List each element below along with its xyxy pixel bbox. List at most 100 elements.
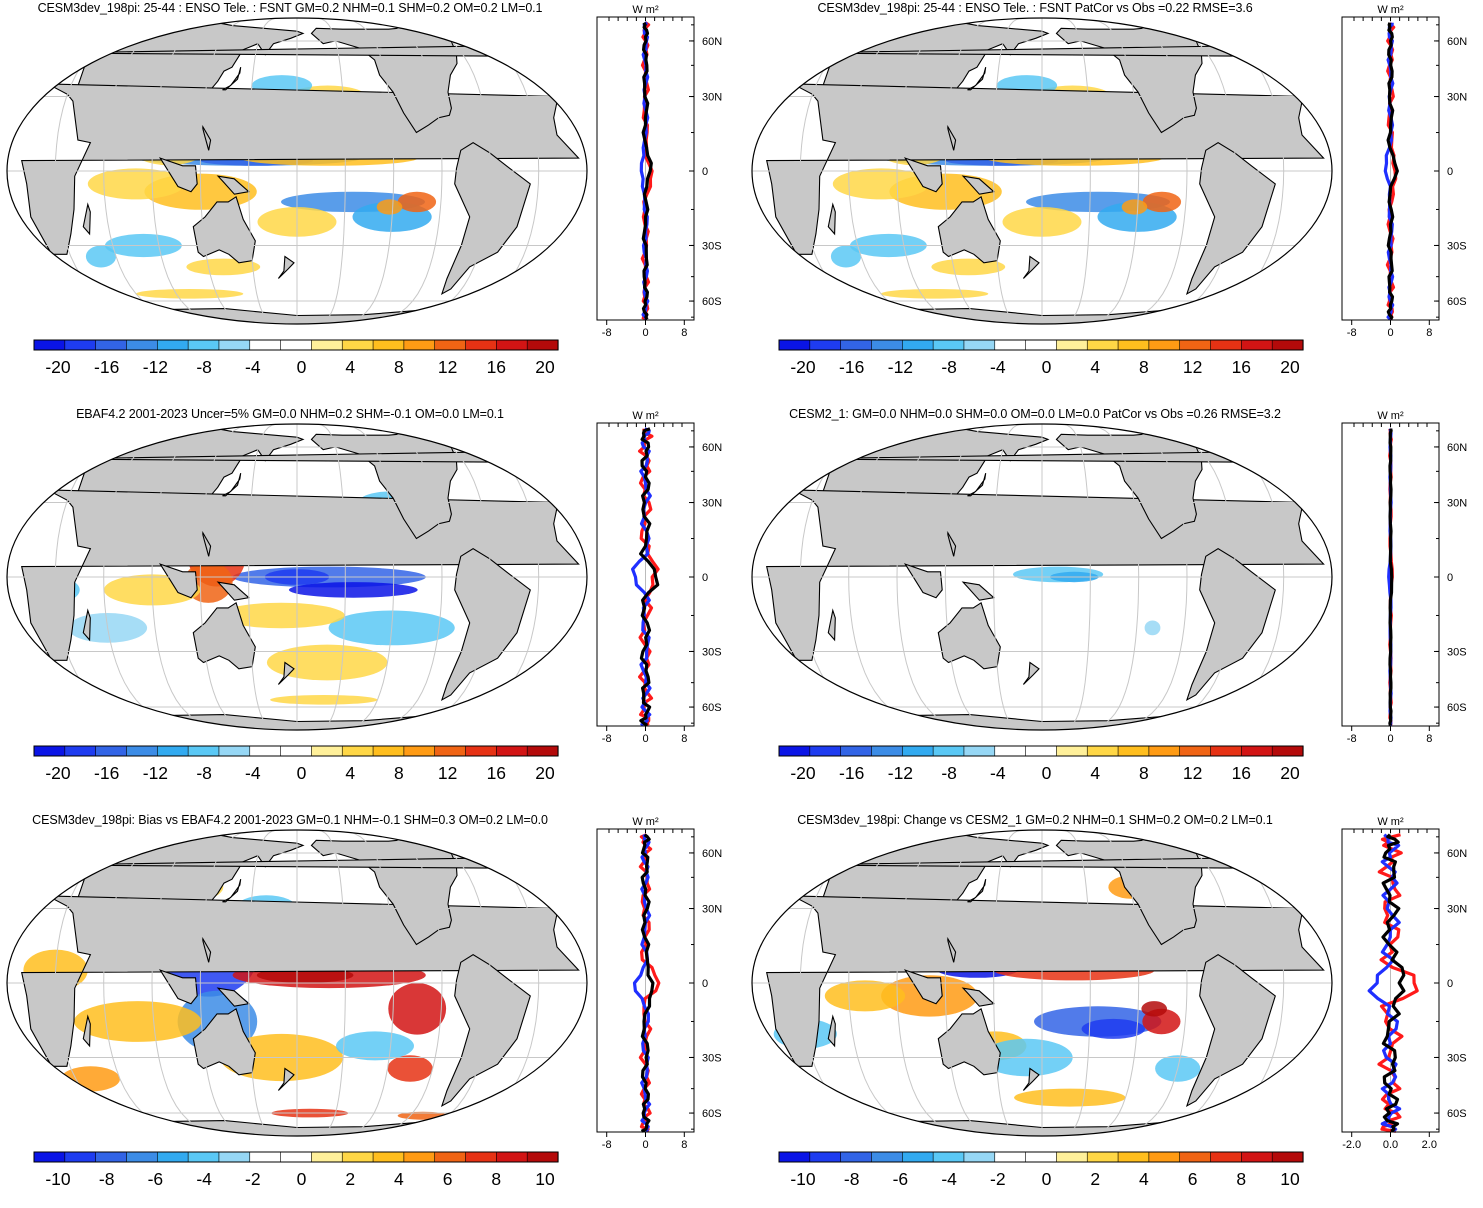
colorbar-label: -8 [99, 1169, 115, 1189]
land-new-zealand [1022, 255, 1040, 279]
colorbar-label: 0 [1042, 763, 1052, 783]
colorbar-swatch [311, 339, 343, 351]
colorbar-swatch [932, 745, 965, 757]
colorbar-label: 4 [1090, 357, 1100, 377]
anomaly-region [397, 191, 437, 213]
profile-black-line [641, 21, 653, 321]
lat-tick-label: 30S [702, 240, 722, 252]
units-label: W m² [632, 410, 659, 422]
colorbar-swatch [840, 745, 873, 757]
land-new-guinea [216, 581, 251, 601]
colorbar-swatch [126, 1151, 158, 1163]
colorbar-swatch [932, 1151, 965, 1163]
lat-tick-label: 0 [1447, 572, 1453, 584]
x-tick-label: 2.0 [1422, 1139, 1437, 1151]
colorbar-label: -4 [245, 763, 261, 783]
colorbar-swatch [156, 1151, 189, 1163]
colorbar-label: -4 [990, 763, 1006, 783]
land-philippines [946, 530, 957, 557]
colorbar: -10 -8 -6 -4 -2 0 2 4 6 8 10 [778, 1151, 1304, 1189]
map-outline [6, 17, 588, 325]
anomaly-region [832, 168, 930, 200]
lat-tick-label: 60S [702, 296, 722, 308]
colorbar-label: -4 [990, 357, 1006, 377]
lat-tick-label: 0 [702, 572, 708, 584]
colorbar-label: -16 [94, 763, 119, 783]
land-new-zealand [277, 661, 295, 685]
lat-tick-label: 60S [702, 1108, 722, 1120]
lat-tick-label: 30N [702, 92, 722, 104]
colorbar-label: 20 [535, 763, 555, 783]
colorbar-label: 20 [1280, 763, 1300, 783]
panel-title: CESM3dev_198pi: Bias vs EBAF4.2 2001-202… [32, 813, 548, 827]
lat-tick-label: 0 [702, 166, 708, 178]
colorbar-label: 4 [1139, 1169, 1149, 1189]
colorbar-swatch [1271, 745, 1304, 757]
colorbar-swatch [1210, 339, 1242, 351]
colorbar-label: 4 [394, 1169, 404, 1189]
colorbar-label: 20 [535, 357, 555, 377]
colorbar-frame [778, 1151, 1304, 1163]
colorbar-swatch [1210, 1151, 1242, 1163]
land-japan [967, 879, 987, 903]
x-tick-label: 8 [681, 1139, 687, 1151]
colorbar-label: -4 [245, 357, 261, 377]
colorbar-swatch [249, 339, 282, 351]
colorbar-label: 6 [443, 1169, 453, 1189]
colorbar-swatch [33, 339, 66, 351]
anomaly-region [376, 199, 403, 215]
anomaly-region [61, 1066, 120, 1092]
land-s-america [1185, 547, 1276, 701]
colorbar-swatch [218, 745, 251, 757]
x-tick-label: -8 [602, 327, 612, 339]
map-and-profile: W m² -8 0 8 60N 30N 0 30S 60S -10 -8 -6 -4 -2 0 2 4 6 8 10 [6, 816, 722, 1189]
colorbar-swatch [434, 339, 467, 351]
land-madagascar [82, 202, 91, 236]
colorbar: -20 -16 -12 -8 -4 0 4 8 12 16 20 [33, 745, 559, 783]
zonal-profile: W m² -8 0 8 60N 30N 0 30S 60S [1341, 4, 1467, 339]
colorbar-swatch [1086, 745, 1119, 757]
colorbar-label: 0 [1042, 1169, 1052, 1189]
colorbar-swatch [901, 745, 934, 757]
land-s-america [440, 141, 531, 295]
colorbar-swatch [1025, 339, 1058, 351]
colorbar-label: -2 [990, 1169, 1006, 1189]
land-new-guinea [961, 581, 996, 601]
colorbar-swatch [372, 339, 405, 351]
anomaly-region [135, 289, 244, 299]
anomaly-region [880, 289, 989, 299]
land-new-zealand [277, 1067, 295, 1091]
land-s-america [1185, 953, 1276, 1107]
anomaly-region [270, 695, 378, 705]
lat-tick-label: 60S [1447, 296, 1467, 308]
lat-tick-label: 30N [1447, 498, 1467, 510]
colorbar-swatch [994, 745, 1027, 757]
land-indonesia-1 [158, 563, 198, 599]
land-madagascar [827, 202, 836, 236]
anomaly-region [824, 980, 906, 1012]
lat-tick-label: 0 [1447, 166, 1453, 178]
land-new-guinea [216, 175, 251, 195]
lat-tick-label: 0 [702, 978, 708, 990]
colorbar-label: -20 [790, 357, 816, 377]
panel-cesm2: CESM2_1: GM=0.0 NHM=0.0 SHM=0.0 OM=0.0 L… [745, 406, 1483, 802]
colorbar-label: -8 [844, 1169, 860, 1189]
colorbar-swatch [311, 1151, 343, 1163]
land-indonesia-1 [158, 157, 198, 193]
colorbar: -10 -8 -6 -4 -2 0 2 4 6 8 10 [33, 1151, 559, 1189]
colorbar-swatch [64, 1151, 97, 1163]
units-label: W m² [1377, 4, 1404, 16]
zonal-profile: W m² -2.0 0.0 2.0 60N 30N 0 30S 60S [1341, 816, 1467, 1151]
x-tick-label: 8 [681, 733, 687, 745]
anomaly-region [87, 168, 185, 200]
lat-tick-label: 60S [702, 702, 722, 714]
colorbar-label: 20 [1280, 357, 1300, 377]
colorbar-label: 12 [1183, 357, 1202, 377]
colorbar-frame [33, 745, 559, 757]
map-area [7, 424, 587, 730]
colorbar-swatch [1179, 1151, 1212, 1163]
anomaly-region [830, 245, 862, 268]
profile-blue-line [1367, 833, 1402, 1133]
colorbar-swatch [932, 339, 965, 351]
colorbar-swatch [496, 339, 528, 351]
